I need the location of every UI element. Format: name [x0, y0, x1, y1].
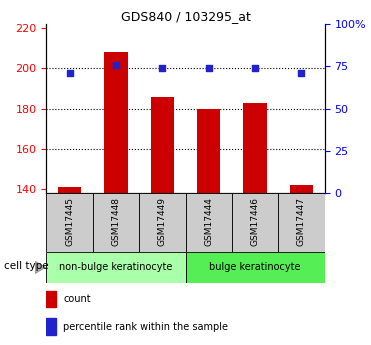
Bar — [197, 109, 220, 193]
Text: GSM17444: GSM17444 — [204, 197, 213, 246]
Bar — [186, 252, 325, 283]
Bar — [151, 97, 174, 193]
Point — [298, 70, 304, 76]
Point — [160, 65, 165, 71]
Text: bulge keratinocyte: bulge keratinocyte — [209, 263, 301, 272]
Text: percentile rank within the sample: percentile rank within the sample — [63, 322, 228, 332]
Point — [67, 70, 73, 76]
Title: GDS840 / 103295_at: GDS840 / 103295_at — [121, 10, 250, 23]
Text: GSM17445: GSM17445 — [65, 197, 74, 246]
Bar — [46, 193, 93, 252]
Text: GSM17447: GSM17447 — [297, 197, 306, 246]
Bar — [243, 102, 267, 193]
Bar — [93, 193, 139, 252]
Bar — [278, 193, 325, 252]
Bar — [139, 193, 186, 252]
Bar — [58, 187, 81, 193]
Bar — [46, 252, 186, 283]
Text: cell type: cell type — [4, 261, 48, 270]
Bar — [46, 318, 56, 335]
Bar — [232, 193, 278, 252]
Point — [252, 65, 258, 71]
Bar — [290, 185, 313, 193]
Text: count: count — [63, 294, 91, 304]
Bar — [186, 193, 232, 252]
Text: GSM17449: GSM17449 — [158, 197, 167, 246]
Polygon shape — [35, 261, 46, 274]
Text: non-bulge keratinocyte: non-bulge keratinocyte — [59, 263, 173, 272]
Bar — [104, 52, 128, 193]
Point — [113, 62, 119, 68]
Text: GSM17446: GSM17446 — [250, 197, 260, 246]
Bar — [46, 291, 56, 307]
Point — [206, 65, 211, 71]
Text: GSM17448: GSM17448 — [111, 197, 121, 246]
